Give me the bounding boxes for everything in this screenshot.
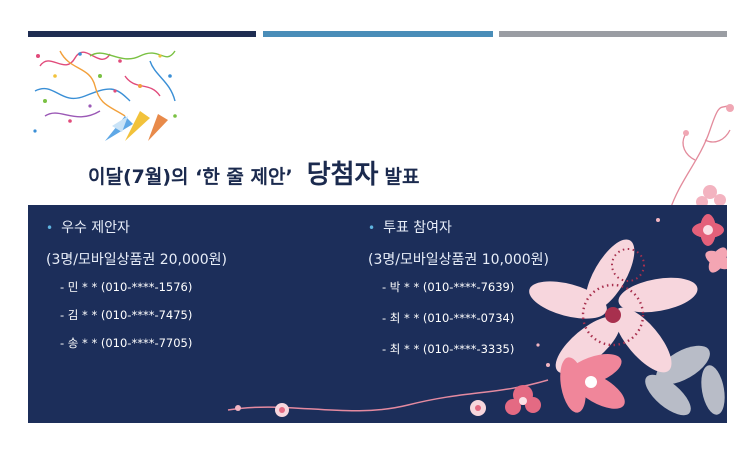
voters-heading: • 투표 참여자 <box>368 220 452 236</box>
bullet-icon: • <box>46 221 54 235</box>
accent-bar-navy <box>28 31 256 37</box>
list-item: - 김 * * (010-****-7475) <box>60 308 193 322</box>
voters-prize: (3명/모바일상품권 10,000원) <box>368 252 550 268</box>
page-title: 이달(7월)의 ‘한 줄 제안’ 당첨자 발표 <box>88 154 419 194</box>
title-suffix: 발표 <box>384 166 420 188</box>
title-emphasis: 당첨자 <box>306 160 379 190</box>
voters-section: • 투표 참여자 (3명/모바일상품권 10,000원) - 박 * * (010… <box>368 217 549 372</box>
list-item: - 최 * * (010-****-3335) <box>382 342 515 356</box>
title-main: 이달(7월)의 ‘한 줄 제안’ <box>88 166 293 188</box>
list-item: - 민 * * (010-****-1576) <box>60 280 193 294</box>
excellent-prize: (3명/모바일상품권 20,000원) <box>46 252 228 268</box>
list-item: - 박 * * (010-****-7639) <box>382 280 515 294</box>
list-item: - 최 * * (010-****-0734) <box>382 311 515 325</box>
confetti-icon <box>33 50 177 141</box>
bullet-icon: • <box>368 221 376 235</box>
accent-bar-gray <box>499 31 727 37</box>
excellent-heading: • 우수 제안자 <box>46 220 130 236</box>
excellent-section: • 우수 제안자 (3명/모바일상품권 20,000원) - 민 * * (010… <box>46 217 227 363</box>
flower-decoration <box>669 104 734 210</box>
winners-panel: • 우수 제안자 (3명/모바일상품권 20,000원) - 민 * * (010… <box>28 205 727 423</box>
flower-decoration <box>227 214 727 417</box>
list-item: - 송 * * (010-****-7705) <box>60 336 193 350</box>
accent-bar-blue <box>263 31 493 37</box>
